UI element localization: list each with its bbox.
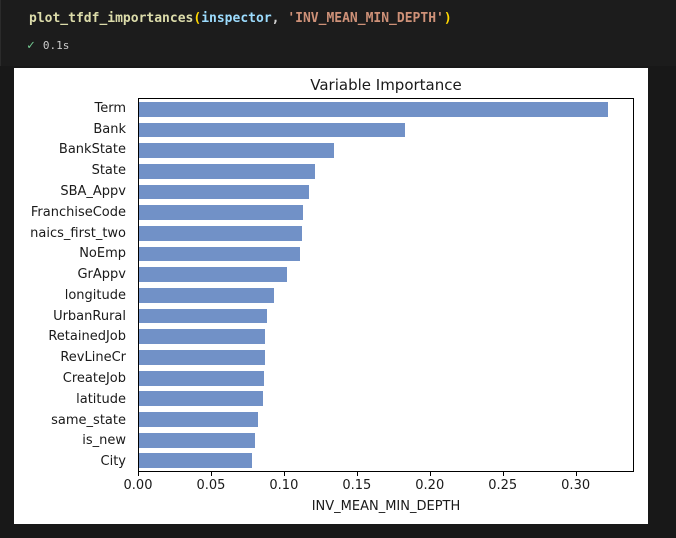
bar-row [139, 223, 633, 244]
x-tick-label: 0.05 [196, 478, 226, 493]
x-tick-label: 0.20 [415, 478, 445, 493]
x-tick-label: 0.15 [342, 478, 372, 493]
bar-row [139, 450, 633, 471]
bar-GrAppv [139, 267, 288, 283]
bar-naics_first_two [139, 225, 302, 241]
y-tick-label: same_state [51, 412, 126, 428]
bar-Term [139, 101, 609, 117]
y-tick-label: CreateJob [62, 371, 126, 387]
y-tick-label: State [91, 163, 126, 179]
x-tick-mark [210, 472, 212, 476]
code-arg-string: 'INV_MEAN_MIN_DEPTH' [287, 11, 444, 26]
y-tick-label: latitude [76, 391, 126, 407]
notebook-cell: plot_tfdf_importances(inspector, 'INV_ME… [0, 0, 676, 66]
code-open-paren: ( [193, 11, 202, 26]
plot-area [138, 98, 634, 472]
y-tick-label: Term [94, 100, 126, 116]
execution-time: 0.1s [42, 39, 70, 52]
bar-row [139, 388, 633, 409]
code-function-name: plot_tfdf_importances [29, 11, 194, 26]
y-tick-label: FranchiseCode [30, 204, 126, 220]
bar-RetainedJob [139, 329, 266, 345]
bar-CreateJob [139, 370, 264, 386]
bar-RevLineCr [139, 349, 266, 365]
bar-Bank [139, 122, 405, 138]
figure-output: Variable Importance Term Bank BankState Sta… [14, 68, 648, 524]
y-tick-label: City [100, 454, 126, 470]
y-tick-label: is_new [82, 433, 126, 449]
x-tick-mark [429, 472, 431, 476]
x-axis-ticks: 0.00 0.05 0.10 0.15 0.20 0.25 0.30 [124, 472, 634, 496]
y-tick-label: RetainedJob [48, 329, 126, 345]
success-check-icon: ✓ [27, 38, 35, 53]
y-tick-label: NoEmp [79, 246, 126, 262]
x-tick-label: 0.25 [488, 478, 518, 493]
y-tick-label: longitude [64, 287, 126, 303]
bar-same_state [139, 411, 259, 427]
y-tick-label: naics_first_two [30, 225, 126, 241]
bar-row [139, 244, 633, 265]
y-tick-label: RevLineCr [60, 350, 126, 366]
bar-row [139, 202, 633, 223]
code-comma: , [271, 11, 288, 26]
x-tick-label: 0.10 [269, 478, 299, 493]
bar-longitude [139, 287, 275, 303]
code-editor-line[interactable]: plot_tfdf_importances(inspector, 'INV_ME… [29, 10, 452, 28]
y-tick-label: GrAppv [77, 267, 126, 283]
bar-SBA_Appv [139, 184, 309, 200]
y-tick-label: BankState [58, 142, 126, 158]
bar-State [139, 163, 315, 179]
x-tick-label: 0.00 [123, 478, 153, 493]
bar-latitude [139, 391, 263, 407]
bar-row [139, 430, 633, 451]
x-tick-mark [575, 472, 577, 476]
y-tick-label: Bank [93, 121, 126, 137]
bar-row [139, 368, 633, 389]
bar-row [139, 264, 633, 285]
chart-title: Variable Importance [310, 76, 462, 94]
code-close-paren: ) [443, 11, 452, 26]
bar-is_new [139, 432, 256, 448]
x-tick-mark [502, 472, 504, 476]
bar-row [139, 161, 633, 182]
execution-status: ✓ 0.1s [27, 38, 69, 53]
bar-row [139, 182, 633, 203]
bar-BankState [139, 143, 334, 159]
x-tick-mark [356, 472, 358, 476]
bar-row [139, 306, 633, 327]
y-tick-label: UrbanRural [53, 308, 126, 324]
bar-row [139, 347, 633, 368]
y-axis-labels: Term Bank BankState State SBA_Appv FranchiseC… [14, 98, 132, 472]
bar-UrbanRural [139, 308, 267, 324]
bar-NoEmp [139, 246, 301, 262]
bar-row [139, 409, 633, 430]
bar-row [139, 120, 633, 141]
x-tick-mark [138, 472, 139, 476]
x-tick-label: 0.30 [561, 478, 591, 493]
bar-row [139, 326, 633, 347]
y-tick-label: SBA_Appv [60, 184, 126, 200]
bar-row [139, 285, 633, 306]
bar-row [139, 99, 633, 120]
code-arg-inspector: inspector [201, 11, 272, 26]
bar-City [139, 453, 253, 469]
x-tick-mark [283, 472, 285, 476]
bar-FranchiseCode [139, 205, 304, 221]
x-axis-label: INV_MEAN_MIN_DEPTH [311, 499, 461, 514]
bar-row [139, 140, 633, 161]
